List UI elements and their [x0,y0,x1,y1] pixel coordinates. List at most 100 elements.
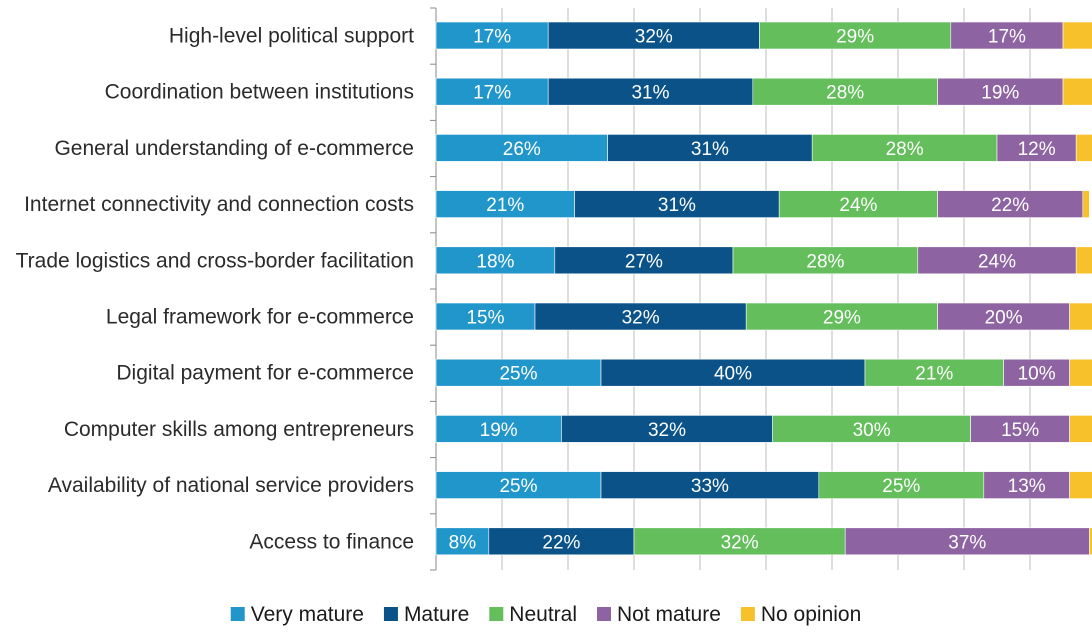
bars: 17% 32% 29% 17% 17% 31% 28% 19% 26% 31% 28% 12% 21% 3… [435,21,1092,556]
legend-label: Very mature [251,603,364,626]
bar-segment [996,134,1077,162]
legend-item: No opinion [740,603,861,626]
data-label: 21% [486,195,524,216]
data-label: 10% [1018,364,1056,385]
bar-segment [435,358,602,387]
bar-segment [937,302,1070,331]
bar-segment [1082,190,1090,218]
bar-segment [435,415,562,443]
data-label: 32% [635,27,673,48]
legend: Very mature Mature Neutral Not mature No opi… [230,603,861,626]
category-label: General understanding of e-commerce [54,137,414,160]
category-label: Digital payment for e-commerce [116,362,414,385]
data-label: 25% [499,364,537,385]
bar-segment [554,246,734,275]
data-label: 22% [991,195,1029,216]
data-label: 17% [988,27,1026,48]
data-label: 13% [1008,476,1046,497]
bar-segment [1069,302,1092,331]
bar-segment [937,77,1064,106]
bar-segment [435,77,549,106]
legend-label: No opinion [761,603,861,626]
legend-label: Mature [404,603,469,626]
bar-segment [607,134,813,162]
legend-item: Neutral [489,603,577,626]
bar-segment [772,415,971,443]
bar-segment [435,246,556,275]
bar-segment [844,527,1090,556]
data-label: 21% [915,364,953,385]
bar-segment [547,77,754,106]
data-label: 32% [648,420,686,441]
data-label: 31% [691,139,729,160]
bar-segment [435,527,490,556]
bar-segment [732,246,919,275]
data-label: 27% [625,251,663,272]
data-label: 22% [542,532,580,553]
bar-segment [488,527,635,556]
legend-item: Very mature [230,603,364,626]
data-label: 28% [826,83,864,104]
legend-swatch [489,607,504,621]
data-label: 32% [622,308,660,329]
bar-segment [600,471,820,499]
category-label: Computer skills among entrepreneurs [64,418,414,441]
data-label: 12% [1018,139,1056,160]
data-label: 8% [449,532,477,553]
category-label: Internet connectivity and connection cos… [24,193,414,216]
data-label: 24% [978,251,1016,272]
legend-swatch [597,607,611,621]
category-label: Coordination between institutions [105,81,414,104]
data-label: 31% [631,83,669,104]
data-label: 30% [853,420,891,441]
category-label: Trade logistics and cross-border facilit… [16,249,414,272]
data-label: 20% [985,308,1023,329]
data-label: 29% [823,308,861,329]
legend-label: Not mature [617,603,721,626]
bar-segment [745,302,938,331]
bar-segment [435,302,536,331]
bar-segment [1062,77,1092,106]
bar-segment [1069,415,1092,443]
bar-segment [1062,21,1092,50]
bar-segment [633,527,846,556]
data-label: 40% [714,364,752,385]
data-label: 15% [1001,420,1039,441]
data-label: 25% [882,476,920,497]
bar-segment [970,415,1070,443]
bar-segment [983,471,1070,499]
data-label: 26% [503,139,541,160]
bar-segment [818,471,985,499]
data-label: 29% [836,27,874,48]
data-label: 32% [721,532,759,553]
data-label: 19% [480,420,518,441]
data-label: 25% [499,476,537,497]
bar-segment [811,134,998,162]
legend-swatch [230,607,245,621]
data-label: 24% [839,195,877,216]
data-label: 15% [466,308,504,329]
data-label: 18% [476,251,514,272]
bar-segment [1069,471,1092,499]
data-label: 33% [691,476,729,497]
bar-segment [561,415,773,443]
category-label: High-level political support [169,25,414,48]
bar-segment [1003,358,1070,387]
bar-segment [435,190,575,218]
legend-swatch [740,607,755,621]
bar-segment [950,21,1064,50]
bar-segment [534,302,747,331]
bar-segment [937,190,1084,218]
data-label: 28% [806,251,844,272]
bar-segment [1075,246,1092,275]
data-label: 17% [473,27,511,48]
bar-segment [1069,358,1092,387]
legend-swatch [383,607,398,621]
bar-segment [1075,134,1092,162]
bar-segment [435,134,608,162]
category-labels: High-level political support Coordination… [16,25,415,554]
bar-segment [759,21,952,50]
bar-segment [1089,527,1092,556]
bar-segment [778,190,938,218]
